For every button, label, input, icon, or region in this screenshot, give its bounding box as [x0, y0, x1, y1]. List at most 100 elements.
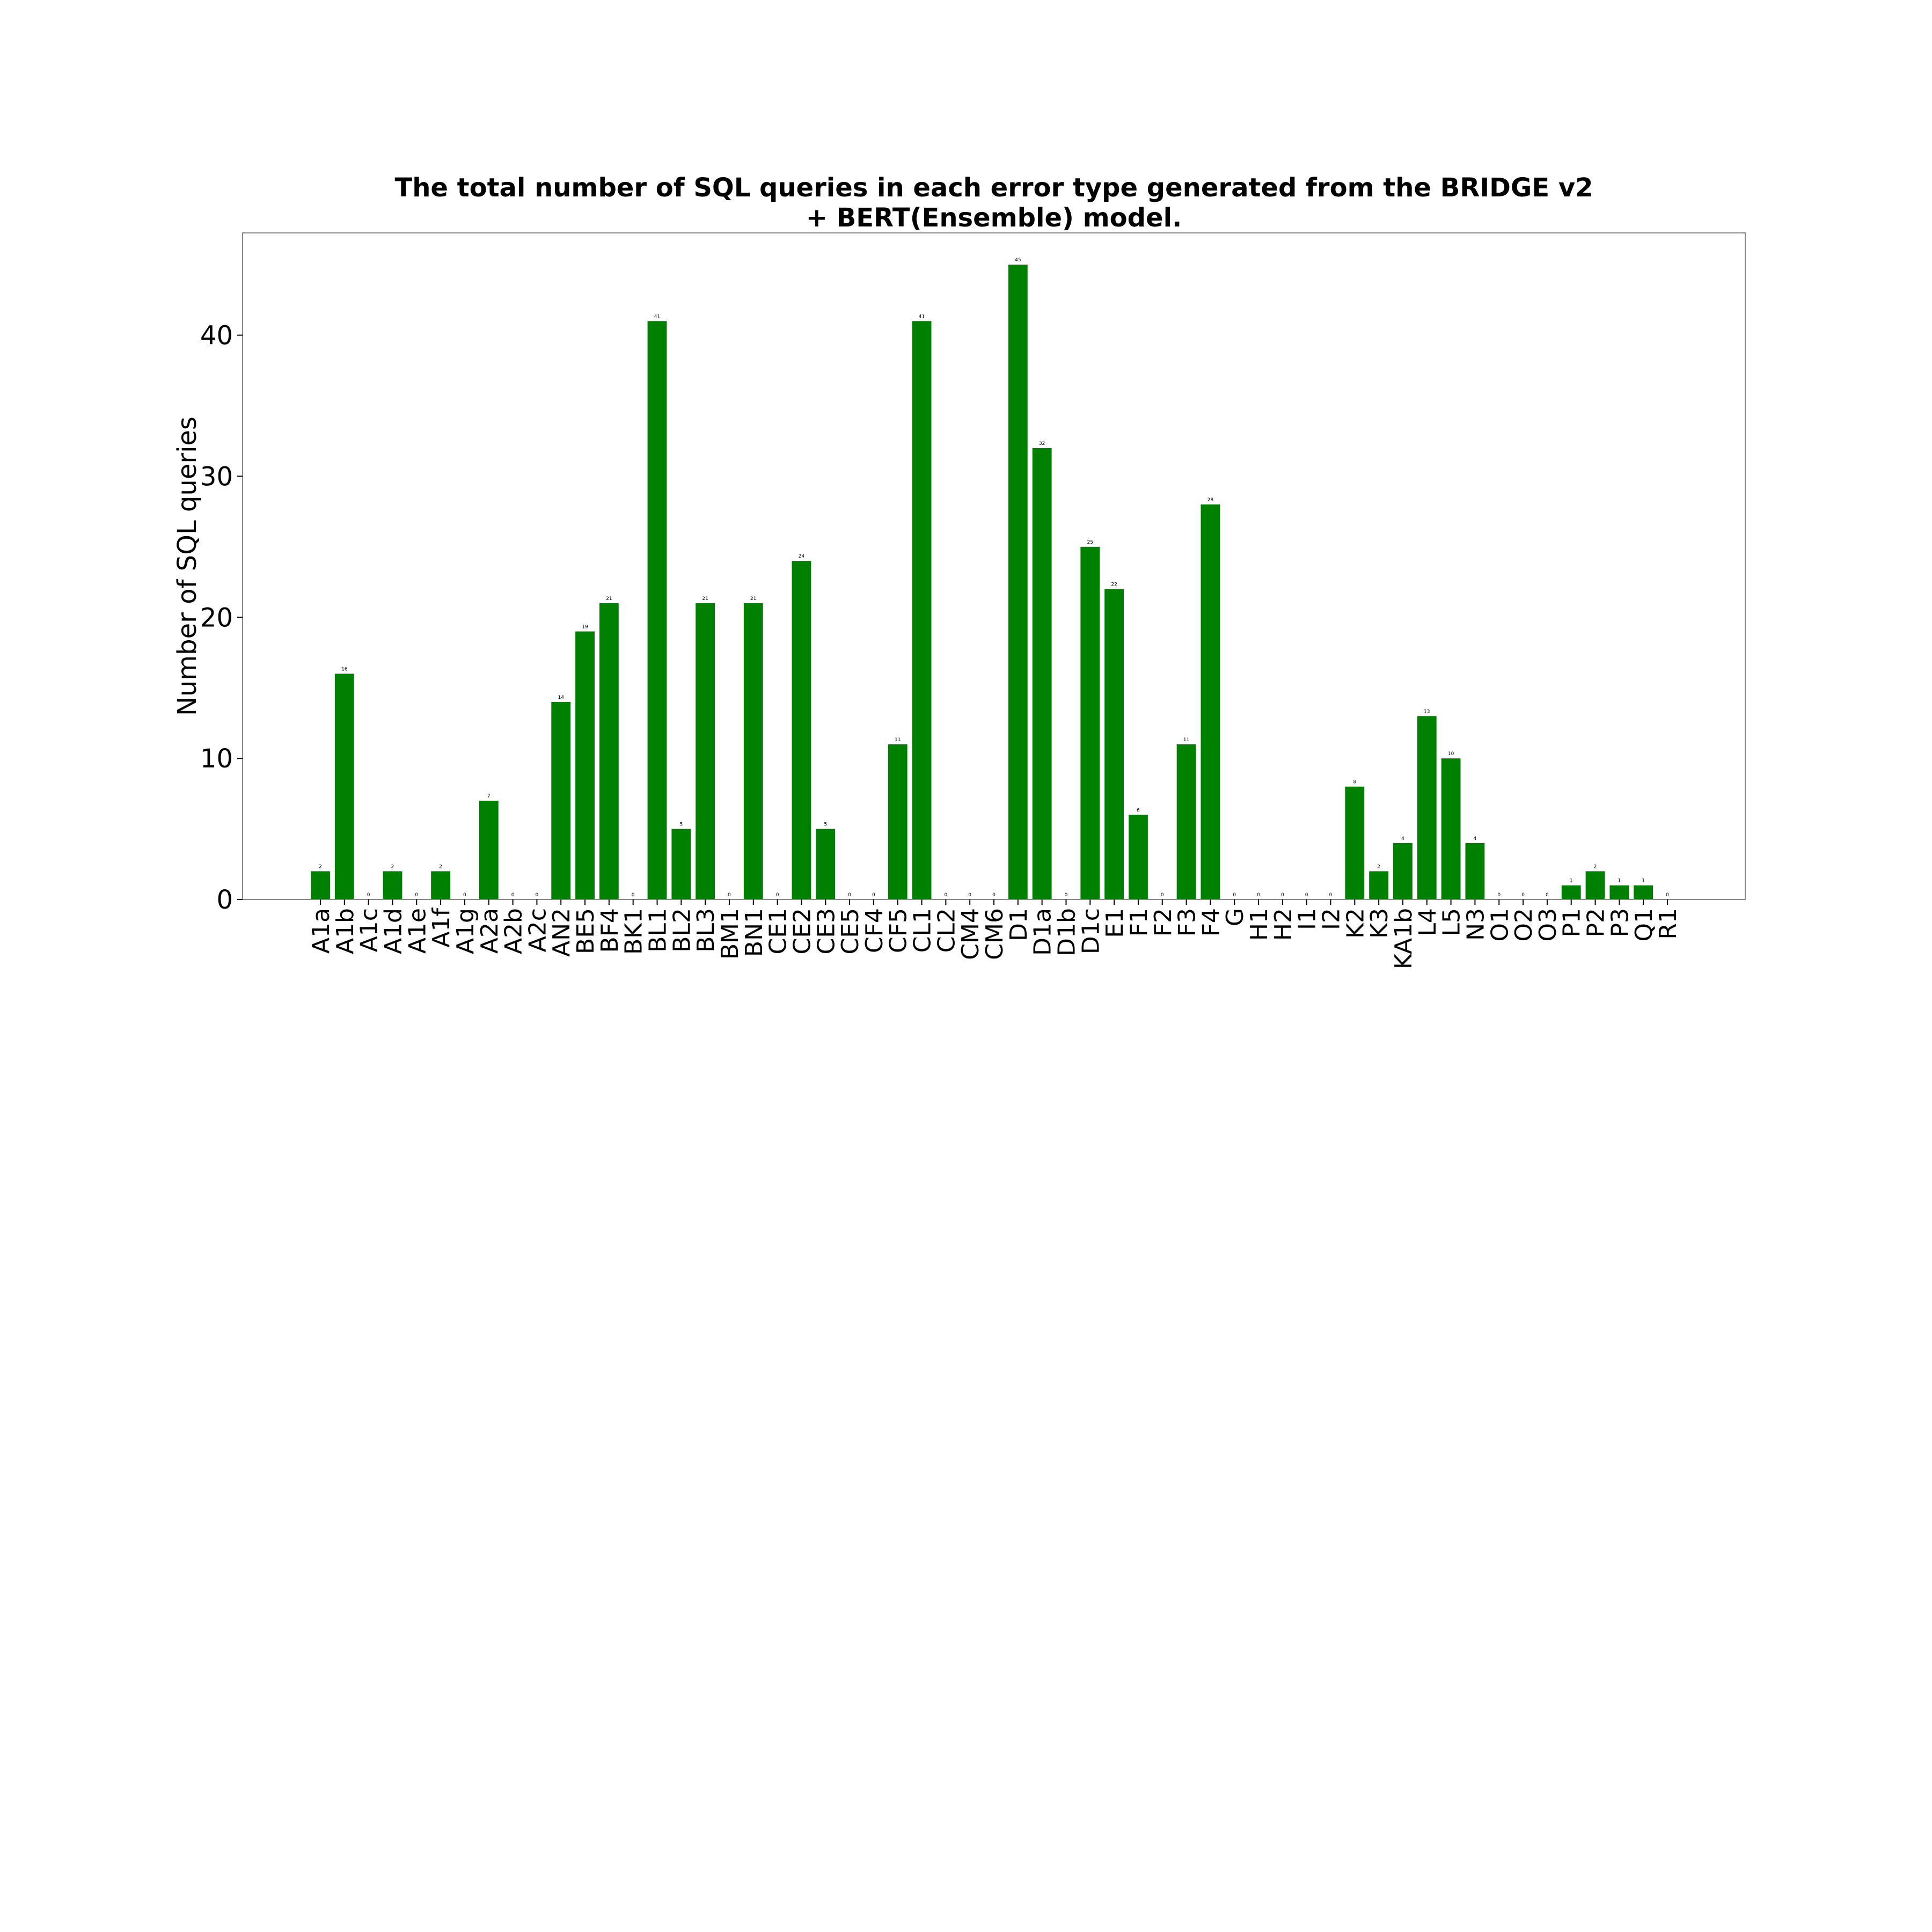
- bar-K2: [1345, 786, 1365, 899]
- x-tick-label-A1c: A1c: [356, 908, 383, 952]
- x-tick-label-O1: O1: [1486, 908, 1513, 942]
- data-label-H1: 0: [1257, 892, 1260, 898]
- bar-F3: [1176, 744, 1196, 899]
- data-label-O1: 0: [1497, 892, 1501, 898]
- x-tick-label-CE5: CE5: [837, 908, 864, 955]
- x-tick-label-O2: O2: [1510, 908, 1538, 942]
- y-tick-label: 30: [200, 462, 233, 492]
- x-tick-label-A2b: A2b: [500, 908, 528, 954]
- y-axis-label: Number of SQL queries: [172, 416, 202, 716]
- x-tick-label-CL2: CL2: [933, 908, 960, 953]
- x-tick-label-AN2: AN2: [548, 908, 575, 957]
- data-label-BN1: 21: [750, 596, 756, 602]
- x-tick-label-D1b: D1b: [1053, 908, 1080, 956]
- x-tick-label-A1g: A1g: [452, 908, 479, 954]
- bar-A1d: [383, 871, 402, 899]
- x-tick-label-F2: F2: [1150, 908, 1177, 936]
- x-tick-label-D1c: D1c: [1077, 908, 1104, 954]
- bar-A1b: [334, 674, 354, 899]
- x-tick-label-BL3: BL3: [692, 908, 720, 953]
- x-tick-label-Q1: Q1: [1630, 908, 1658, 942]
- x-tick-label-A1a: A1a: [308, 908, 335, 954]
- bar-L5: [1441, 758, 1461, 899]
- data-label-CF4: 0: [872, 892, 875, 898]
- bar-A1f: [431, 871, 451, 899]
- data-label-CE1: 0: [776, 892, 779, 898]
- bar-L4: [1417, 716, 1437, 899]
- data-label-P1: 1: [1570, 879, 1573, 884]
- x-tick-label-N3: N3: [1462, 908, 1489, 941]
- bar-KA1b: [1393, 843, 1413, 899]
- data-label-BL2: 5: [679, 822, 683, 828]
- bar-BE5: [575, 631, 595, 899]
- x-tick-label-H2: H2: [1270, 908, 1297, 941]
- data-label-I2: 0: [1329, 892, 1333, 898]
- data-label-A1d: 2: [391, 864, 394, 869]
- data-label-F4: 28: [1208, 497, 1214, 503]
- x-tick-label-R1: R1: [1655, 908, 1682, 940]
- bar-F4: [1201, 504, 1220, 899]
- bar-E1: [1104, 589, 1124, 899]
- data-label-A2b: 0: [511, 892, 515, 898]
- data-label-KA1b: 4: [1401, 836, 1404, 841]
- data-label-K2: 8: [1353, 780, 1356, 785]
- data-label-CE3: 5: [824, 822, 827, 828]
- data-label-F3: 11: [1183, 737, 1189, 743]
- data-label-CE5: 0: [848, 892, 851, 898]
- x-tick-label-CF5: CF5: [885, 908, 912, 953]
- data-label-BM1: 0: [728, 892, 731, 898]
- x-tick-label-CM4: CM4: [957, 908, 984, 960]
- bar-K3: [1369, 871, 1389, 899]
- data-label-O2: 0: [1521, 892, 1525, 898]
- data-label-BL3: 21: [702, 596, 708, 602]
- x-tick-label-CM6: CM6: [981, 908, 1008, 960]
- y-tick-label: 20: [200, 603, 233, 633]
- data-label-N3: 4: [1474, 836, 1477, 841]
- data-label-CL1: 41: [919, 314, 925, 319]
- data-label-A1e: 0: [415, 892, 418, 898]
- bar-D1: [1008, 265, 1028, 900]
- data-label-E1: 22: [1111, 582, 1117, 588]
- x-tick-label-D1: D1: [1005, 908, 1033, 941]
- data-label-I1: 0: [1305, 892, 1308, 898]
- x-tick-label-CE2: CE2: [788, 908, 816, 955]
- data-label-AN2: 14: [558, 695, 564, 700]
- x-tick-label-CE1: CE1: [765, 908, 792, 955]
- x-tick-label-BL1: BL1: [645, 908, 672, 953]
- y-tick-label: 10: [200, 744, 233, 774]
- bar-BF4: [599, 603, 619, 899]
- x-tick-label-CE3: CE3: [813, 908, 840, 955]
- data-label-BE5: 19: [582, 625, 588, 630]
- x-tick-label-G: G: [1221, 908, 1249, 926]
- x-tick-label-KA1b: KA1b: [1390, 908, 1417, 969]
- x-tick-label-P1: P1: [1558, 908, 1586, 938]
- x-tick-label-BK1: BK1: [620, 908, 648, 955]
- x-tick-label-BL2: BL2: [668, 908, 696, 953]
- bar-P3: [1609, 885, 1629, 899]
- y-tick-label: 40: [200, 321, 233, 351]
- x-tick-label-BE5: BE5: [572, 908, 599, 954]
- data-label-D1: 45: [1015, 258, 1021, 263]
- plot-frame: [242, 232, 1746, 900]
- bar-BL2: [671, 829, 691, 899]
- data-label-Q1: 1: [1642, 879, 1645, 884]
- data-label-F1: 6: [1137, 808, 1140, 813]
- x-tick-label-CL1: CL1: [909, 908, 936, 953]
- x-axis: A1aA1bA1cA1dA1eA1fA1gA2aA2bA2cAN2BE5BF4B…: [308, 899, 1682, 969]
- bar-AN2: [551, 702, 571, 899]
- bar-A2a: [479, 801, 499, 899]
- x-tick-label-A1b: A1b: [332, 908, 359, 954]
- bar-CE2: [792, 561, 811, 899]
- x-tick-label-F3: F3: [1174, 908, 1201, 936]
- data-label-CE2: 24: [799, 554, 805, 559]
- x-tick-label-A2c: A2c: [524, 908, 551, 952]
- data-label-A1c: 0: [367, 892, 370, 898]
- bar-Q1: [1634, 885, 1653, 899]
- x-tick-label-CF4: CF4: [861, 908, 888, 953]
- data-label-CL2: 0: [944, 892, 947, 898]
- x-tick-label-L4: L4: [1414, 908, 1441, 936]
- x-tick-label-A1d: A1d: [379, 908, 407, 954]
- bar-F1: [1129, 815, 1148, 899]
